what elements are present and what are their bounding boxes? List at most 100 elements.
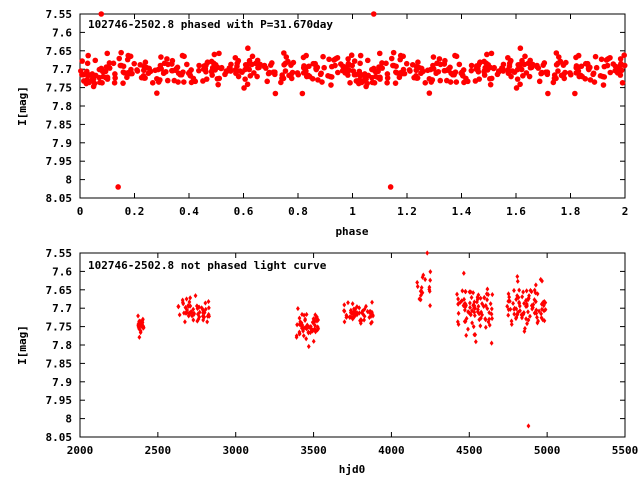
data-point (263, 65, 269, 71)
data-point (539, 315, 544, 321)
data-point (437, 77, 444, 84)
data-point (356, 77, 363, 83)
data-point (522, 53, 528, 60)
y-tick-label: 7.85 (46, 357, 73, 370)
data-point (387, 184, 394, 190)
data-point (197, 304, 201, 310)
data-point (355, 304, 359, 310)
data-point (505, 67, 511, 73)
data-point (567, 71, 574, 78)
data-point (452, 69, 459, 75)
data-point (428, 269, 433, 275)
data-point (356, 68, 363, 75)
data-point (140, 318, 145, 324)
data-point (436, 56, 443, 62)
data-point (428, 277, 433, 283)
data-point (350, 301, 355, 307)
data-point (523, 70, 530, 76)
data-point (480, 312, 485, 318)
data-point (575, 52, 582, 59)
x-axis-label: hjd0 (339, 463, 366, 476)
data-point (306, 343, 311, 350)
data-point (357, 60, 363, 67)
data-point (540, 306, 544, 312)
data-point (617, 72, 624, 78)
data-point (483, 324, 488, 330)
y-tick-label: 8.05 (46, 431, 73, 444)
data-point (196, 67, 202, 74)
data-point (488, 301, 493, 307)
data-point (115, 184, 121, 190)
data-point (118, 49, 124, 56)
data-point (281, 50, 287, 56)
data-point (527, 57, 533, 64)
data-point (539, 70, 545, 76)
data-point (210, 60, 217, 67)
y-tick-label: 7.55 (46, 8, 73, 21)
data-point (185, 307, 190, 313)
data-point (364, 57, 371, 64)
data-point (180, 297, 185, 303)
data-point (251, 70, 257, 76)
chart-title: 102746-2502.8 not phased light curve (88, 259, 327, 272)
data-point (418, 292, 423, 298)
data-point (468, 289, 473, 295)
data-point (535, 320, 540, 326)
data-point (369, 79, 376, 86)
data-point (320, 53, 326, 60)
data-point (134, 68, 141, 74)
data-point (427, 284, 432, 290)
data-point (531, 304, 535, 311)
data-point (137, 322, 142, 328)
data-point (485, 297, 489, 303)
data-point (541, 60, 548, 66)
data-point (241, 85, 247, 91)
data-point (525, 321, 529, 327)
data-point (158, 54, 164, 60)
data-point (364, 303, 368, 309)
data-point (346, 67, 353, 74)
data-point (462, 307, 467, 313)
data-point (283, 54, 290, 60)
data-point (169, 67, 175, 74)
data-point (468, 300, 472, 306)
data-point (466, 326, 470, 332)
data-point (485, 305, 490, 312)
data-point (511, 300, 515, 307)
data-point (206, 305, 211, 311)
data-point (453, 53, 460, 60)
data-point (542, 318, 547, 324)
data-point (181, 79, 187, 85)
data-point (476, 292, 481, 298)
x-tick-label: 2500 (145, 444, 172, 457)
data-point (598, 56, 605, 63)
data-point (363, 76, 369, 82)
data-point (186, 313, 191, 319)
data-point (318, 70, 324, 77)
data-point (555, 54, 562, 60)
data-point (131, 60, 138, 67)
data-point (422, 80, 429, 86)
data-point (526, 317, 531, 323)
data-point (339, 67, 346, 74)
data-point (515, 61, 521, 68)
data-point (92, 57, 99, 64)
data-point (305, 322, 310, 328)
data-point (297, 329, 302, 335)
data-point (375, 68, 381, 75)
data-point (543, 307, 548, 313)
data-point (349, 314, 353, 320)
data-point (587, 77, 594, 83)
data-point (526, 73, 533, 80)
data-point (551, 75, 558, 82)
data-point (104, 50, 111, 57)
data-point (464, 332, 469, 339)
data-point (463, 304, 468, 310)
data-point (300, 311, 304, 318)
data-point (476, 76, 483, 82)
data-point (141, 63, 147, 70)
data-point (295, 71, 302, 78)
data-point (346, 300, 350, 306)
y-tick-label: 8.05 (46, 192, 73, 205)
data-point (456, 61, 463, 68)
